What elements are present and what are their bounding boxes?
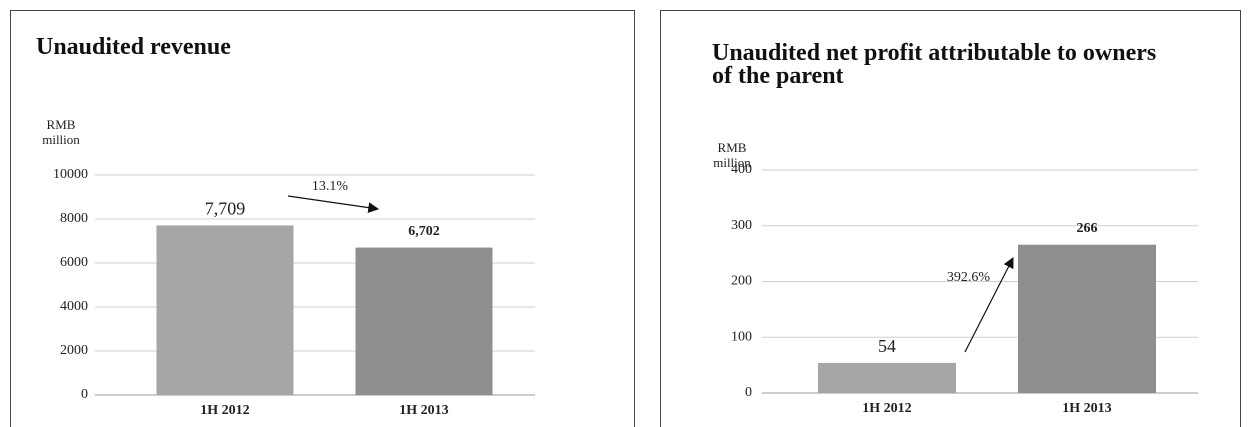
x-tick-label: 1H 2012	[862, 401, 911, 416]
y-tick-label: 200	[731, 274, 752, 289]
bar	[356, 248, 493, 395]
y-tick-label: 2000	[60, 343, 88, 358]
bar	[1018, 245, 1156, 393]
annotation: 392.6%	[947, 270, 991, 285]
y-tick-label: 400	[731, 162, 752, 177]
value-label: 7,709	[205, 199, 246, 219]
y-tick-label: 0	[81, 387, 88, 402]
page: Unaudited revenue Unaudited net profit a…	[0, 0, 1250, 427]
value-label: 6,702	[408, 224, 440, 239]
value-label: 266	[1077, 221, 1098, 236]
bar	[157, 225, 294, 395]
y-tick-label: 100	[731, 329, 752, 344]
y-tick-label: 6000	[60, 255, 88, 270]
y-tick-label: 4000	[60, 299, 88, 314]
annotation: 13.1%	[312, 179, 349, 194]
y-tick-label: 300	[731, 218, 752, 233]
charts: 02000400060008000100007,7091H 20126,7021…	[0, 0, 1250, 427]
arrow	[288, 196, 378, 209]
bar	[818, 363, 956, 393]
y-tick-label: 10000	[53, 167, 88, 182]
x-tick-label: 1H 2013	[399, 403, 448, 418]
y-tick-label: 0	[745, 385, 752, 400]
value-label: 54	[878, 336, 896, 356]
x-tick-label: 1H 2012	[200, 403, 249, 418]
x-tick-label: 1H 2013	[1062, 401, 1111, 416]
y-tick-label: 8000	[60, 211, 88, 226]
